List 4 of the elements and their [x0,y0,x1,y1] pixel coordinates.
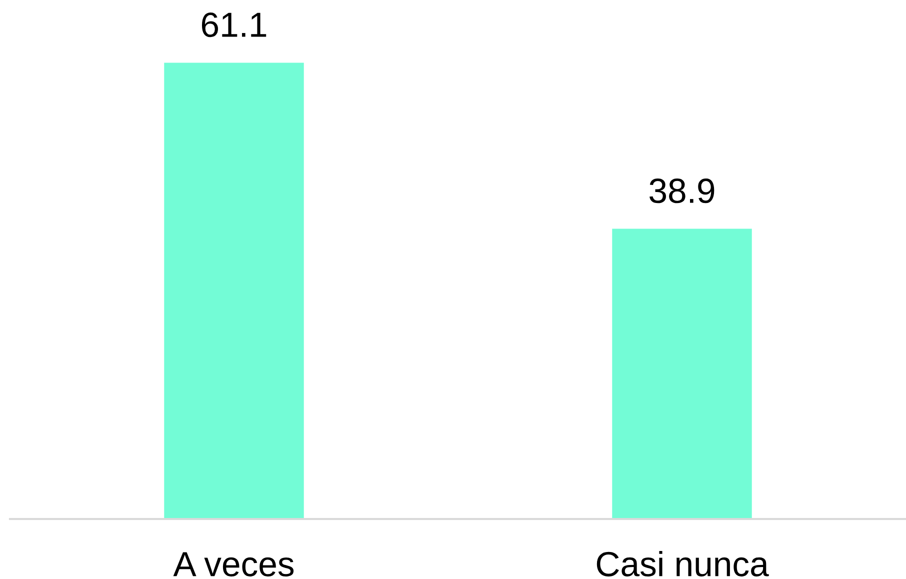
x-tick-label: A veces [173,552,294,576]
x-tick-label: Casi nunca [596,550,769,576]
data-label: 38.9 [650,178,714,204]
data-label: 61.1 [202,12,266,38]
